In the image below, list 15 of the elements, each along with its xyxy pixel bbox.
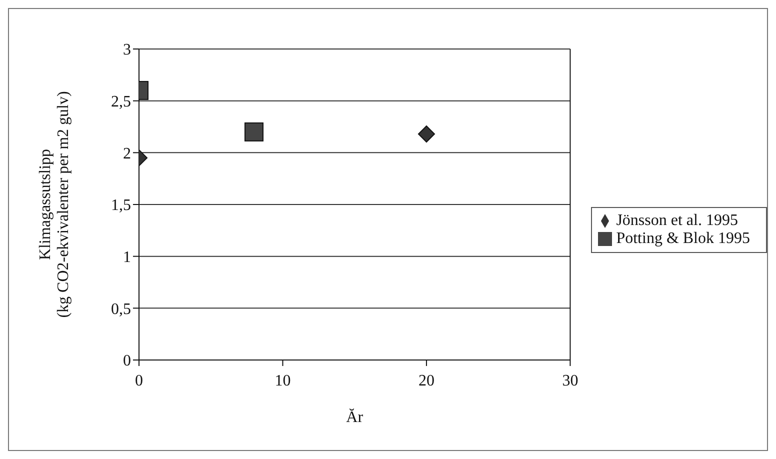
y-tick-label: 1,5 — [111, 197, 131, 214]
y-tick-label: 1 — [123, 249, 131, 266]
y-tick-label: 2,5 — [111, 94, 131, 111]
x-tick-label: 20 — [418, 372, 434, 390]
x-tick-label: 10 — [274, 372, 291, 390]
legend-label: Potting & Blok 1995 — [616, 230, 750, 246]
x-tick-label: 0 — [135, 372, 143, 390]
legend-label: Jönsson et al. 1995 — [616, 212, 738, 228]
y-tick-label: 2 — [123, 145, 131, 162]
y-tick-label: 0,5 — [111, 300, 131, 318]
y-axis-title: Klimagassutslipp (kg CO2-ekvivalenter per m2 gulv) — [37, 91, 72, 318]
y-tick-label: 0 — [123, 352, 131, 370]
y-tick-label: 3 — [123, 42, 131, 59]
x-axis-title: Ăr — [346, 408, 364, 426]
x-tick-label: 30 — [562, 372, 578, 390]
